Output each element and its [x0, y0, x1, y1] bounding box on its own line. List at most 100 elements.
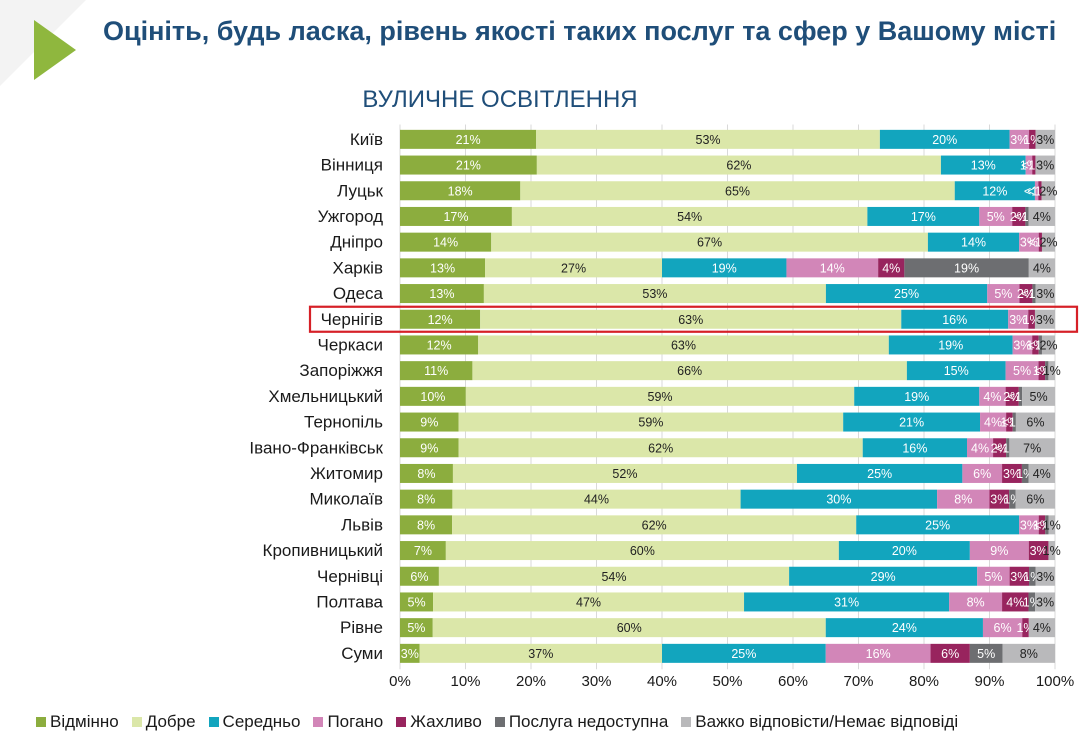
legend-label: Важко відповісти/Немає відповіді: [695, 712, 959, 731]
data-label: 2%: [1010, 210, 1028, 224]
bar-segment: [969, 643, 1003, 663]
data-label: 6%: [994, 621, 1012, 635]
data-label: 11%: [424, 364, 448, 378]
category-label: Київ: [350, 130, 383, 149]
legend-swatch: [494, 717, 505, 727]
bar-segment: [1048, 361, 1055, 381]
bar-segment: [1035, 566, 1055, 586]
bar-segment: [1038, 361, 1046, 381]
bar-segment: [400, 618, 433, 638]
legend-item: Середньо: [208, 712, 300, 732]
legend-swatch: [208, 717, 219, 727]
data-label: 12%: [428, 313, 453, 327]
bar-segment: [1021, 463, 1029, 483]
data-label: 8%: [1020, 647, 1038, 661]
data-label: 16%: [902, 441, 927, 455]
bar-segment: [989, 489, 1010, 509]
data-label: 12%: [982, 184, 1007, 198]
bar-segment: [1015, 412, 1055, 432]
bar-segment: [485, 258, 662, 278]
category-label: Львів: [341, 515, 383, 534]
bar-segment: [452, 515, 857, 535]
bar-segment: [888, 335, 1013, 355]
data-label: 2%: [991, 441, 1009, 455]
bar-segment: [400, 463, 453, 483]
category-label: Рівне: [340, 618, 383, 637]
bar-segment: [940, 155, 1026, 175]
bar-segment: [843, 412, 981, 432]
bar-segment: [856, 515, 1020, 535]
bar-segment: [1015, 489, 1055, 509]
data-label: 3%: [1003, 467, 1021, 481]
bar-segment: [1022, 618, 1029, 638]
data-label: 6%: [1026, 416, 1044, 430]
bar-segment: [400, 515, 453, 535]
legend-item: Погано: [313, 712, 383, 732]
data-label: 53%: [642, 287, 667, 301]
bar-segment: [1034, 309, 1055, 329]
category-label: Вінниця: [321, 156, 383, 175]
data-label: 44%: [584, 493, 609, 507]
data-label: 4%: [983, 390, 1001, 404]
bar-segment: [1035, 129, 1055, 149]
bar-segment: [1041, 335, 1055, 355]
category-label: Ужгород: [318, 207, 383, 226]
bar-segment: [1045, 361, 1049, 381]
bar-segment: [1012, 335, 1033, 355]
data-label: 1%: [1043, 544, 1061, 558]
data-label: 17%: [443, 210, 468, 224]
data-label: 19%: [904, 390, 929, 404]
data-label: 8%: [417, 493, 435, 507]
bar-segment: [1019, 515, 1039, 535]
bar-segment: [1002, 592, 1029, 612]
data-label: 1%: [1043, 518, 1061, 532]
data-label: 5%: [408, 595, 426, 609]
category-label: Дніпро: [330, 233, 383, 252]
bar-segment: [400, 566, 439, 586]
data-label: 20%: [932, 133, 957, 147]
bar-segment: [1005, 386, 1019, 406]
data-label: 6%: [410, 570, 428, 584]
data-label: 52%: [612, 467, 637, 481]
data-label: 63%: [678, 313, 703, 327]
category-label: Черкаси: [317, 335, 383, 354]
legend-swatch: [396, 717, 407, 727]
bar-segment: [901, 309, 1009, 329]
bar-segment: [400, 206, 512, 226]
data-label: 3%: [1036, 313, 1054, 327]
data-label: 25%: [894, 287, 919, 301]
bar-segment: [1008, 309, 1029, 329]
bar-segment: [1035, 284, 1055, 304]
bar-segment: [1018, 386, 1023, 406]
bar-segment: [906, 361, 1006, 381]
bar-segment: [1009, 129, 1030, 149]
data-label: 4%: [971, 441, 989, 455]
bar-segment: [1038, 181, 1042, 201]
data-label: 37%: [528, 647, 553, 661]
bar-segment: [478, 335, 889, 355]
bar-segment: [1028, 592, 1036, 612]
data-label: 19%: [938, 338, 963, 352]
data-label: 17%: [911, 210, 936, 224]
data-label: 13%: [429, 287, 454, 301]
bar-segment: [536, 155, 941, 175]
bar-segment: [511, 206, 868, 226]
data-label: 3%: [1020, 518, 1038, 532]
bar-segment: [744, 592, 950, 612]
x-tick-label: 80%: [909, 673, 939, 690]
data-label: 19%: [712, 261, 737, 275]
data-label: 9%: [420, 441, 438, 455]
bar-segment: [452, 463, 797, 483]
data-label: 3%: [1020, 236, 1038, 250]
legend-label: Послуга недоступна: [508, 712, 669, 731]
legend-label: Відмінно: [50, 712, 119, 731]
bar-segment: [458, 412, 844, 432]
data-label: 29%: [871, 570, 896, 584]
bar-segment: [400, 309, 481, 329]
data-label: 3%: [1030, 544, 1048, 558]
bar-segment: [400, 232, 492, 252]
data-label: 8%: [417, 467, 435, 481]
data-label: 21%: [456, 159, 481, 173]
bar-segment: [1028, 258, 1055, 278]
bar-segment: [969, 541, 1029, 561]
